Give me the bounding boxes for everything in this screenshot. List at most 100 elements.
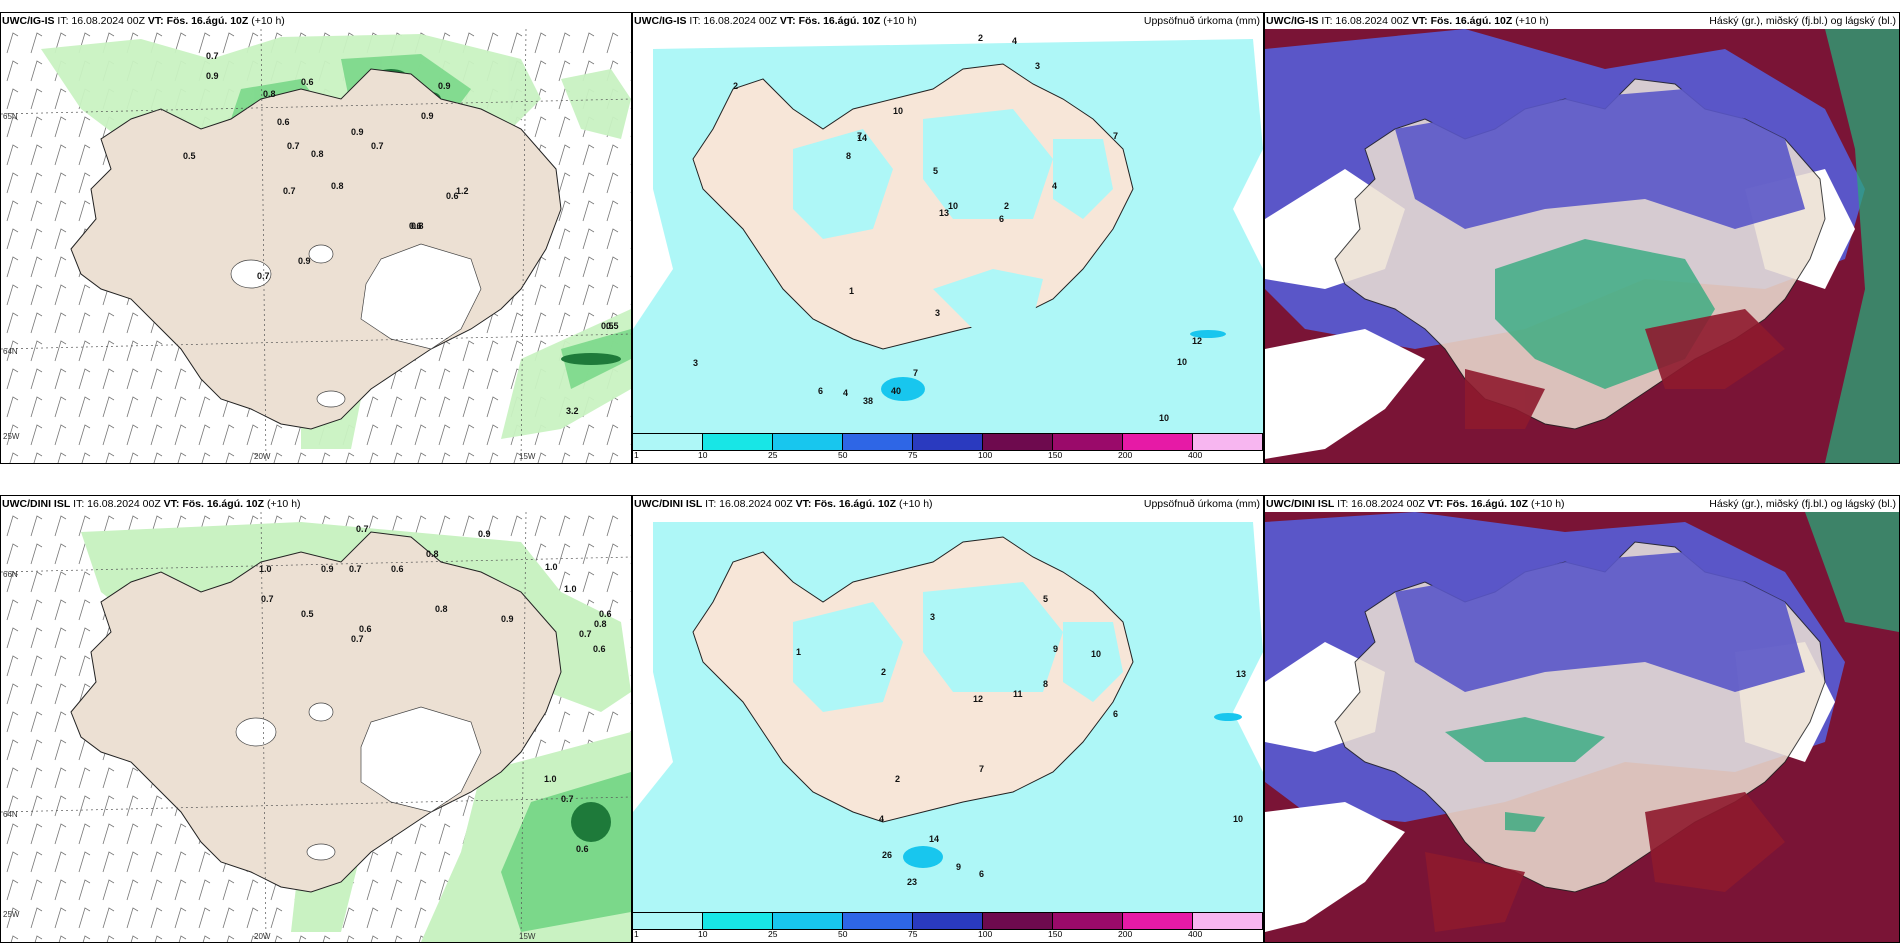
- init-time: IT: 16.08.2024 00Z: [1321, 15, 1409, 27]
- legend-tick-label: 25: [767, 450, 778, 460]
- legend-tick-label: 100: [978, 929, 993, 939]
- precip-value-label: 3.2: [566, 406, 579, 416]
- precip-value-label: 0.8: [435, 604, 448, 614]
- precip-value-label: 13: [939, 208, 949, 218]
- model-name: UWC/IG-IS: [634, 15, 687, 27]
- precip-value-label: 4: [1012, 36, 1017, 46]
- precip-value-label: 12: [973, 694, 983, 704]
- offshore-precip-cell: [1214, 713, 1242, 721]
- panel-title: UWC/IG-IS IT: 16.08.2024 00Z VT: Fös. 16…: [1, 13, 285, 29]
- precip-value-label: 10: [1091, 649, 1101, 659]
- glacier-vatnajokull: [360, 243, 482, 350]
- precip-value-label: 0.9: [501, 614, 514, 624]
- precip-value-label: 2: [978, 33, 983, 43]
- lat-label-3: 25W: [3, 432, 20, 441]
- precip-value-label: 7: [857, 131, 862, 141]
- precip-value-label: 0.6: [359, 624, 372, 634]
- legend-tick-label: 50: [838, 450, 848, 460]
- glacier-langjokull: [230, 259, 272, 289]
- legend-color-swatch: [913, 434, 983, 450]
- heavy-precip-cell: [881, 377, 925, 401]
- precip-value-label: 4: [843, 388, 848, 398]
- lead-time: (+10 h): [1515, 15, 1549, 27]
- precip-value-label: 0.6: [391, 564, 404, 574]
- legend-tick-label: 25: [767, 929, 778, 939]
- precip-value-label: 1.0: [544, 774, 557, 784]
- legend-tick-label: 50: [838, 929, 848, 939]
- mid-cloud-over-land: [1395, 552, 1805, 692]
- panel-title: UWC/DINI ISL IT: 16.08.2024 00Z VT: Fös.…: [1265, 496, 1565, 512]
- precip-value-label: 2: [881, 667, 886, 677]
- precip-value-label: 3: [935, 308, 940, 318]
- map-panel-igis-clouds: UWC/IG-IS IT: 16.08.2024 00Z VT: Fös. 16…: [1264, 12, 1900, 464]
- precip-value-label: 0.7: [287, 141, 300, 151]
- precip-value-label: 10: [1177, 357, 1187, 367]
- cloud-dark-red: [1425, 792, 1785, 932]
- mid-cloud-over-land: [1395, 89, 1805, 229]
- precip-value-label: 0.8: [426, 549, 439, 559]
- precip-value-label: 1.0: [564, 584, 577, 594]
- lead-time: (+10 h): [251, 15, 285, 27]
- model-name: UWC/DINI ISL: [634, 498, 703, 510]
- precip-value-label: 8: [1043, 679, 1048, 689]
- wind-precip-map: 65N 64N 25W 20W 15W 0.70.90.80.50.6 0.90.…: [1, 29, 631, 463]
- legend-tick-label: 10: [697, 450, 708, 460]
- legend-tick-label: 150: [1048, 450, 1063, 460]
- valid-time: VT: Fös. 16.ágú. 10Z: [779, 15, 881, 27]
- precip-value-label: 12: [1192, 336, 1202, 346]
- precip-value-label: 6: [1113, 709, 1118, 719]
- lat-lon-grid: [1, 512, 631, 942]
- precip-value-label: 38: [863, 396, 873, 406]
- legend-color-swatch: [1053, 434, 1123, 450]
- model-name: UWC/IG-IS: [1266, 15, 1319, 27]
- glacier-myrdalsjokull: [306, 843, 336, 861]
- legend-tick-label: 1: [634, 450, 639, 460]
- precip-value-label: 13: [1236, 669, 1246, 679]
- legend-tick-label: 100: [978, 450, 993, 460]
- precip-value-label: 5: [1043, 594, 1048, 604]
- panel-title: UWC/DINI ISL IT: 16.08.2024 00Z VT: Fös.…: [1, 496, 301, 512]
- legend-tick-label: 75: [907, 450, 918, 460]
- cloud-dark-red: [1465, 309, 1785, 429]
- glacier-langjokull: [235, 717, 277, 747]
- lon-label-2: 15W: [519, 452, 536, 461]
- precip-value-label: 6: [979, 869, 984, 879]
- glacier-hofsjokull: [308, 244, 334, 264]
- legend-tick-labels: 1 10 25 50 75 100 150 200 400: [633, 450, 1263, 462]
- lat-label-1: 66N: [3, 570, 18, 579]
- precip-value-label: 26: [882, 850, 892, 860]
- legend-tick-labels: 1 10 25 50 75 100 150 200 400: [633, 929, 1263, 941]
- precip-value-label: 6: [818, 386, 823, 396]
- legend-color-swatch: [1123, 434, 1193, 450]
- legend-color-swatch: [633, 913, 703, 929]
- precip-value-label: 0.9: [206, 71, 219, 81]
- precip-value-label: 0.5: [301, 609, 314, 619]
- glacier-myrdalsjokull: [316, 390, 346, 408]
- lat-label-3: 25W: [3, 910, 20, 919]
- precip-value-label: 7: [913, 368, 918, 378]
- legend-color-swatch: [703, 913, 773, 929]
- legend-tick-label: 200: [1118, 450, 1133, 460]
- precip-color-legend: 1 10 25 50 75 100 150 200 400: [633, 912, 1263, 942]
- precip-value-label: 0.8: [311, 149, 324, 159]
- legend-color-swatch: [1123, 913, 1193, 929]
- valid-time: VT: Fös. 16.ágú. 10Z: [147, 15, 249, 27]
- lead-time: (+10 h): [898, 498, 933, 510]
- precip-value-label: 1.0: [545, 562, 558, 572]
- init-time: IT: 16.08.2024 00Z: [57, 15, 145, 27]
- precip-patches-over-land: [793, 109, 1113, 329]
- precip-value-label: 1: [849, 286, 854, 296]
- legend-tick-label: 400: [1187, 450, 1203, 460]
- precip-value-label: 8: [846, 151, 851, 161]
- legend-color-swatch: [703, 434, 773, 450]
- lat-label-2: 64N: [3, 810, 18, 819]
- lead-time: (+10 h): [883, 15, 917, 27]
- lat-lon-grid: [1, 29, 631, 463]
- legend-color-swatch: [1193, 434, 1263, 450]
- precip-value-label: 0.5: [601, 321, 614, 331]
- precip-value-label: 10: [1159, 413, 1169, 423]
- precip-value-label: 1.0: [259, 564, 272, 574]
- precip-value-label: 23: [907, 877, 917, 887]
